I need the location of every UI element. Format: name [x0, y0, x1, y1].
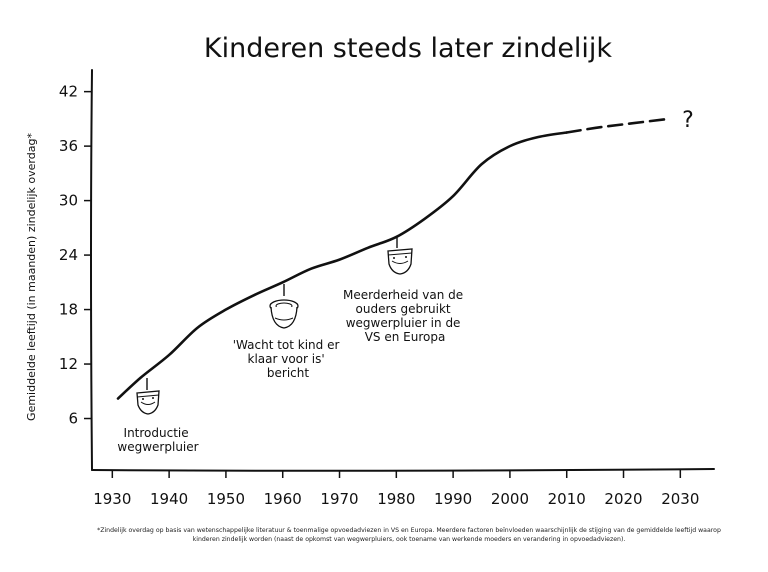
y-axis-line — [90, 69, 93, 471]
y-axis-label: Gemiddelde leeftijd (in maanden) zindeli… — [25, 133, 38, 421]
diaper-icon — [136, 390, 160, 415]
chart-title: Kinderen steeds later zindelijk — [204, 33, 613, 64]
x-tick-label: 2020 — [604, 490, 642, 508]
x-axis-line — [91, 468, 715, 472]
line-chart: Kinderen steeds later zindelijk Gemiddel… — [25, 33, 715, 508]
footnote: *Zindelijk overdag op basis van wetensch… — [97, 527, 721, 543]
annotation-label-2: 'Wacht tot kind er klaar voor is' berich… — [233, 338, 344, 380]
future-question-mark: ? — [682, 108, 694, 133]
annotation-label-3: Meerderheid van de ouders gebruikt wegwe… — [343, 288, 467, 344]
y-tick-label: 18 — [59, 301, 78, 319]
x-tick-label: 1960 — [264, 490, 302, 508]
trend-line — [116, 131, 569, 400]
x-tick-label: 1980 — [377, 490, 415, 508]
y-tick-label: 42 — [59, 83, 78, 101]
x-tick-label: 1950 — [207, 490, 245, 508]
x-tick-label: 2000 — [491, 490, 529, 508]
y-tick-label: 36 — [59, 137, 78, 155]
x-ticks: 1930 1940 1950 1960 1970 1980 1990 2000 2010 2020… — [93, 470, 699, 508]
projection-line — [565, 117, 671, 134]
annotation-label-1: Introductie wegwerpluier — [117, 426, 198, 454]
diaper-icon — [387, 248, 413, 275]
y-tick-label: 12 — [59, 355, 78, 373]
x-tick-label: 1940 — [150, 490, 188, 508]
potty-icon — [269, 299, 299, 329]
x-tick-label: 1930 — [93, 490, 131, 508]
y-ticks: 6 12 18 24 30 36 42 — [59, 83, 92, 428]
x-tick-label: 1990 — [434, 490, 472, 508]
x-tick-label: 1970 — [320, 490, 358, 508]
y-tick-label: 30 — [59, 192, 78, 210]
x-tick-label: 2030 — [661, 490, 699, 508]
y-tick-label: 24 — [59, 246, 78, 264]
x-tick-label: 2010 — [548, 490, 586, 508]
y-tick-label: 6 — [68, 410, 78, 428]
series-lines — [116, 117, 671, 400]
